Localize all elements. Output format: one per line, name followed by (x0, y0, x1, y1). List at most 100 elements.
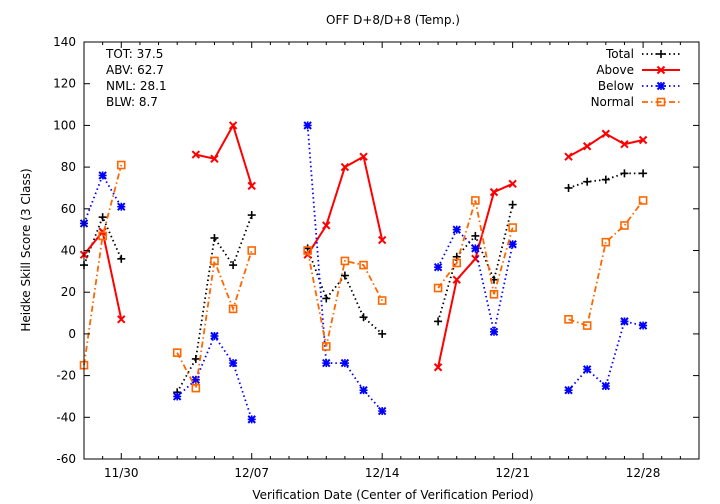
normal-point (620, 221, 629, 230)
normal-point (191, 383, 201, 393)
normal-point (303, 246, 312, 255)
above-point (228, 121, 238, 130)
below-point (303, 121, 312, 130)
above-point (247, 181, 256, 191)
stat-blw: BLW: 8.7 (106, 95, 158, 109)
series-above (79, 121, 648, 372)
y-tick-label: 0 (68, 327, 76, 341)
total-point (639, 169, 648, 178)
normal-line (83, 164, 123, 366)
above-point (638, 135, 648, 145)
below-point (471, 244, 480, 253)
y-tick-label: 80 (61, 160, 76, 174)
below-line (176, 334, 253, 420)
plot-area (79, 121, 648, 424)
y-tick-label: 120 (53, 77, 76, 91)
legend-marker-below (656, 81, 666, 91)
above-point (359, 152, 368, 161)
legend-label-above: Above (596, 63, 634, 77)
normal-point (98, 231, 107, 241)
total-point (322, 294, 331, 303)
normal-point (508, 223, 517, 232)
legend-label-total: Total (605, 47, 634, 61)
legend-label-normal: Normal (591, 95, 634, 109)
normal-point (359, 260, 368, 270)
stat-nml: NML: 28.1 (106, 79, 167, 93)
total-point (98, 213, 107, 222)
y-tick-label: 60 (61, 202, 76, 216)
above-point (582, 142, 592, 151)
below-point (489, 327, 499, 337)
normal-point (321, 342, 331, 351)
normal-point (228, 304, 238, 314)
total-line (83, 214, 123, 266)
below-point (117, 202, 126, 211)
below-line (567, 320, 644, 391)
below-point (601, 381, 611, 391)
legend: Total Above Below Normal (591, 47, 680, 109)
below-point (620, 317, 629, 326)
above-point (340, 162, 350, 172)
x-tick-label: 11/30 (104, 466, 139, 480)
below-point (638, 321, 648, 330)
total-point (564, 183, 573, 192)
y-tick-label: -60 (56, 452, 76, 466)
above-point (601, 129, 611, 138)
above-point (322, 221, 331, 230)
y-tick-label: 20 (61, 285, 76, 299)
x-tick-label: 12/07 (234, 466, 269, 480)
above-point (210, 154, 219, 163)
normal-point (452, 258, 462, 268)
y-axis-label: Heidke Skill Score (3 Class) (19, 168, 33, 331)
y-tick-label: -40 (56, 410, 76, 424)
total-point (117, 254, 126, 263)
normal-point (210, 256, 219, 266)
above-line (437, 182, 514, 368)
normal-line (306, 250, 383, 347)
normal-point (172, 348, 182, 357)
below-point (340, 358, 350, 368)
y-tick-label: 100 (53, 118, 76, 132)
above-line (195, 122, 253, 187)
series-total (80, 169, 648, 397)
below-point (582, 365, 592, 374)
total-line (437, 204, 514, 322)
below-point (98, 171, 107, 180)
below-point (172, 392, 182, 401)
normal-point (433, 283, 443, 293)
below-point (210, 331, 219, 341)
x-axis-label: Verification Date (Center of Verificatio… (252, 488, 533, 502)
normal-point (471, 196, 480, 205)
x-tick-label: 12/14 (365, 466, 400, 480)
normal-line (176, 250, 253, 391)
stat-tot: TOT: 37.5 (105, 47, 163, 61)
below-point (359, 385, 368, 395)
total-point (471, 231, 480, 240)
above-point (564, 152, 573, 161)
series-normal (79, 160, 648, 393)
series-below (79, 121, 648, 424)
above-point (377, 235, 387, 245)
below-point (433, 262, 443, 272)
below-point (564, 385, 573, 395)
normal-point (582, 321, 592, 330)
total-point (247, 211, 256, 220)
total-point (620, 169, 629, 178)
normal-line (568, 199, 644, 327)
normal-point (564, 315, 573, 324)
above-point (191, 150, 201, 159)
total-point (583, 177, 592, 186)
normal-point (340, 256, 350, 266)
legend-marker-normal (656, 97, 666, 107)
normal-line (437, 200, 514, 295)
total-point (508, 200, 517, 209)
total-point (340, 271, 349, 280)
legend-marker-above (656, 65, 666, 75)
above-point (620, 139, 629, 149)
normal-point (377, 296, 387, 305)
normal-point (489, 289, 499, 299)
total-point (434, 317, 443, 326)
legend-label-below: Below (598, 79, 634, 93)
legend-marker-total (657, 50, 665, 58)
normal-point (247, 246, 257, 255)
